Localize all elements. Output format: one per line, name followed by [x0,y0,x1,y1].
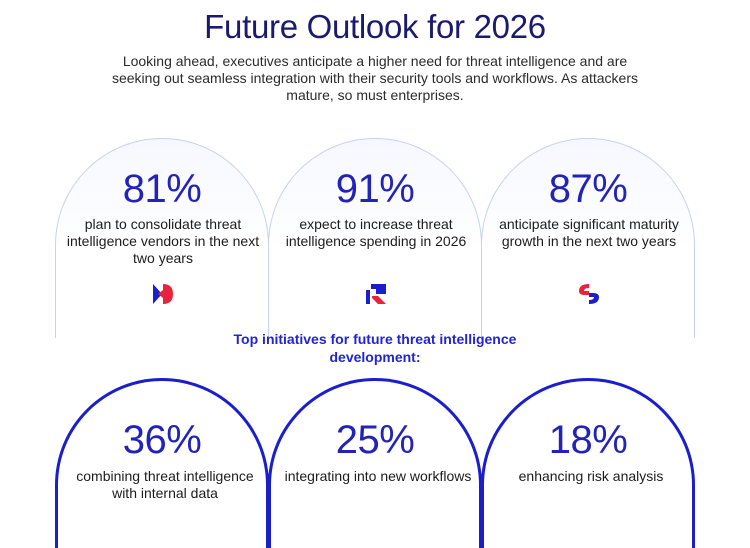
initiative-description: combining threat intelligence with inter… [76,468,254,501]
initiative-card-1: 36% combining threat intelligence with i… [55,378,269,548]
split-d-logo-icon [153,284,173,304]
initiative-value: 36% [122,418,202,462]
block-r-logo-icon [366,284,386,304]
initiative-card-3: 18% enhancing risk analysis [481,378,695,548]
stat-description: plan to consolidate threat intelligence … [66,216,260,266]
stat-value: 81% [122,167,202,211]
stat-description: expect to increase threat intelligence s… [285,216,467,249]
intro-paragraph: Looking ahead, executives anticipate a h… [111,53,639,103]
initiative-card-2: 25% integrating into new workflows [268,378,482,548]
stat-card-3: 87% anticipate significant maturity grow… [481,138,695,338]
initiatives-heading: Top initiatives for future threat intell… [233,331,517,365]
initiative-description: enhancing risk analysis [518,468,664,484]
page-title: Future Outlook for 2026 [204,8,546,45]
initiative-value: 18% [548,418,628,462]
split-s-logo-icon [579,284,599,304]
stat-card-1: 81% plan to consolidate threat intellige… [55,138,269,338]
stat-value: 91% [335,167,415,211]
initiative-description: integrating into new workflows [284,468,472,484]
stat-card-2: 91% expect to increase threat intelligen… [268,138,482,338]
stat-value: 87% [548,167,628,211]
initiative-value: 25% [335,418,415,462]
stat-description: anticipate significant maturity growth i… [499,216,679,249]
